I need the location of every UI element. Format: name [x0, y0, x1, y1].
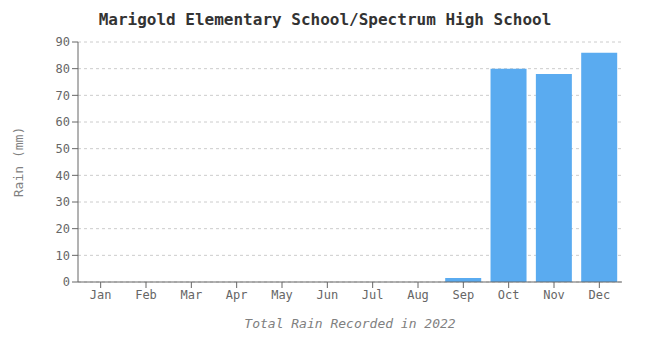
svg-text:70: 70 [56, 89, 70, 103]
svg-text:Nov: Nov [543, 288, 565, 302]
svg-text:May: May [271, 288, 293, 302]
svg-text:Sep: Sep [452, 288, 474, 302]
svg-text:Rain (mm): Rain (mm) [11, 127, 26, 197]
svg-text:60: 60 [56, 115, 70, 129]
html-text:Marigold Elementary School/Spe: Marigold Elementary School/Spectrum High… [98, 10, 552, 29]
svg-text:40: 40 [56, 169, 70, 183]
svg-text:Jun: Jun [316, 288, 338, 302]
svg-text:30: 30 [56, 195, 70, 209]
svg-text:0: 0 [63, 275, 70, 289]
svg-text:Dec: Dec [588, 288, 610, 302]
svg-text:Apr: Apr [226, 288, 248, 302]
svg-text:20: 20 [56, 222, 70, 236]
svg-text:Mar: Mar [180, 288, 202, 302]
svg-text:Feb: Feb [135, 288, 157, 302]
svg-text:90: 90 [56, 35, 70, 49]
svg-text:10: 10 [56, 249, 70, 263]
svg-text:Jan: Jan [90, 288, 112, 302]
svg-text:Aug: Aug [407, 288, 429, 302]
svg-text:Total Rain Recorded in 2022: Total Rain Recorded in 2022 [244, 316, 455, 331]
svg-text:80: 80 [56, 62, 70, 76]
svg-text:Jul: Jul [362, 288, 384, 302]
svg-text:50: 50 [56, 142, 70, 156]
svg-text:Oct: Oct [498, 288, 520, 302]
